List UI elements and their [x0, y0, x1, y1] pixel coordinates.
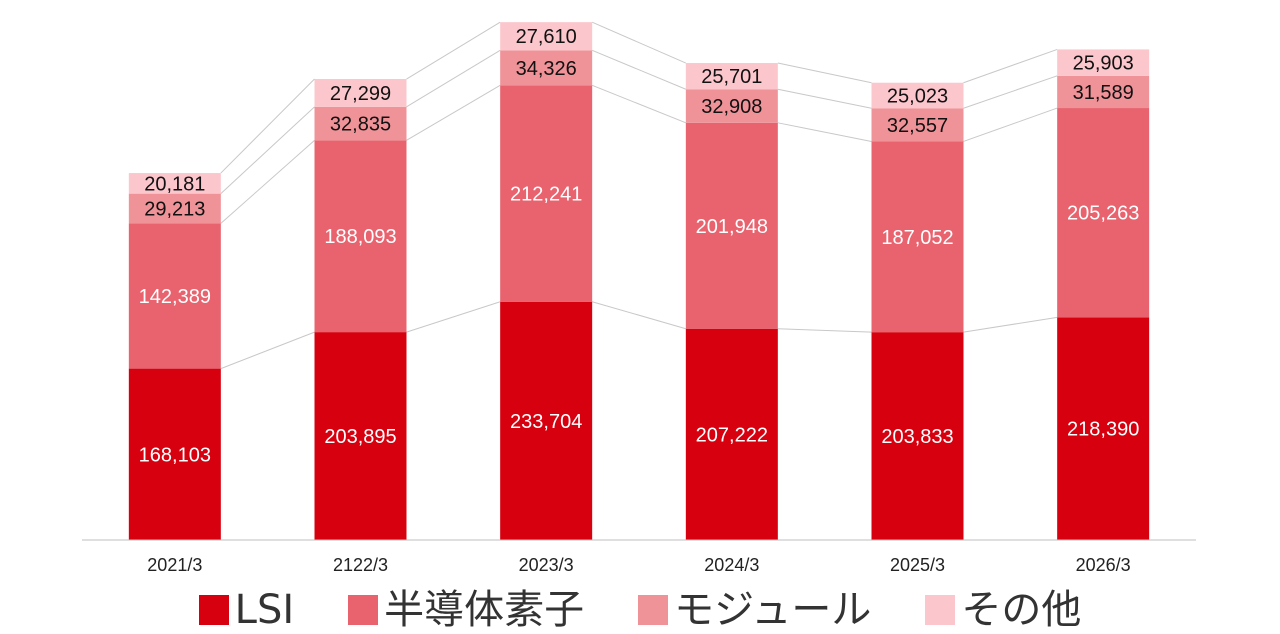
- legend-label-lsi: LSI: [234, 587, 295, 633]
- data-label: 31,589: [1073, 82, 1134, 104]
- bar-segment: [871, 332, 964, 540]
- bar-segment: [1057, 75, 1150, 109]
- connector-line: [406, 84, 501, 141]
- legend-item-semiconductor: 半導体素子: [348, 590, 584, 630]
- data-label: 233,704: [510, 411, 582, 433]
- stacked-bar-chart: 168,103 142,389 29,213 20,181 2021/3 203,895 1…: [82, 21, 1196, 575]
- legend-swatch-other: [925, 595, 956, 625]
- bar-segment: [1057, 49, 1150, 76]
- data-label: 201,948: [696, 216, 768, 238]
- connector-line: [777, 62, 872, 84]
- legend-item-lsi: LSI: [198, 587, 295, 633]
- data-label: 187,052: [881, 227, 953, 249]
- connector-line: [220, 78, 315, 174]
- connector-line: [406, 49, 501, 108]
- legend-label-module: モジュール: [674, 587, 872, 633]
- connector-line: [963, 48, 1058, 84]
- connector-line: [406, 21, 501, 80]
- data-label: 25,701: [701, 66, 762, 88]
- legend: LSI 半導体素子 モジュール その他: [0, 586, 1280, 634]
- legend-item-other: その他: [925, 590, 1081, 630]
- bar-segment: [1057, 317, 1150, 540]
- data-label: 218,390: [1067, 419, 1139, 441]
- connector-line: [591, 84, 687, 124]
- x-tick-label: 2021/3: [147, 555, 202, 575]
- connector-line: [592, 301, 686, 330]
- data-label: 27,299: [330, 83, 391, 105]
- bar-segment: [871, 108, 964, 142]
- connector-line: [591, 21, 687, 64]
- bar-segment: [685, 122, 778, 329]
- bar-segment: [500, 50, 593, 86]
- x-tick-label: 2023/3: [519, 555, 574, 575]
- x-tick-label: 2122/3: [333, 555, 388, 575]
- data-label: 27,610: [516, 26, 577, 48]
- bar-segment: [685, 63, 778, 90]
- legend-label-semiconductor: 半導体素子: [384, 587, 585, 633]
- data-label: 25,023: [887, 85, 948, 107]
- bar-segment: [871, 141, 964, 333]
- bar-segment: [685, 89, 778, 123]
- bar-segment: [128, 193, 221, 224]
- bar-segment: [500, 22, 593, 51]
- bar-segment: [128, 223, 221, 369]
- bar-segment: [1057, 108, 1150, 318]
- connector-line: [220, 331, 315, 370]
- data-label: 142,389: [139, 286, 211, 308]
- data-label: 203,895: [324, 426, 396, 448]
- data-label: 207,222: [696, 424, 768, 446]
- legend-swatch-module: [638, 595, 669, 625]
- connector-line: [777, 88, 872, 109]
- bar-segment: [500, 85, 593, 302]
- legend-swatch-semiconductor: [348, 595, 379, 625]
- connector-line: [220, 106, 315, 195]
- data-label: 168,103: [139, 444, 211, 466]
- bar-segment: [500, 301, 593, 540]
- data-label: 205,263: [1067, 203, 1139, 225]
- data-label: 32,557: [887, 115, 948, 137]
- data-label: 34,326: [516, 58, 577, 80]
- bar-segment: [685, 328, 778, 540]
- data-label: 188,093: [324, 226, 396, 248]
- legend-item-module: モジュール: [638, 590, 871, 630]
- connector-line: [777, 328, 872, 333]
- bar-segment: [314, 332, 407, 540]
- data-label: 29,213: [144, 199, 205, 221]
- connector-line: [406, 301, 501, 333]
- connector-line: [220, 139, 315, 224]
- data-label: 32,835: [330, 114, 391, 136]
- connector-line: [963, 107, 1058, 142]
- data-label: 20,181: [144, 173, 205, 195]
- data-label: 212,241: [510, 184, 582, 206]
- data-label: 32,908: [701, 96, 762, 118]
- connector-line: [591, 49, 687, 90]
- data-label: 25,903: [1073, 53, 1134, 75]
- legend-swatch-lsi: [198, 595, 229, 625]
- connector-line: [963, 75, 1058, 109]
- legend-label-other: その他: [961, 587, 1082, 633]
- bar-segment: [128, 173, 221, 194]
- bar-segment: [128, 368, 221, 540]
- x-tick-label: 2025/3: [890, 555, 945, 575]
- connector-line: [777, 122, 872, 142]
- x-tick-label: 2024/3: [704, 555, 759, 575]
- connector-line: [963, 316, 1058, 333]
- bar-segment: [314, 140, 407, 333]
- data-label: 203,833: [881, 426, 953, 448]
- bar-segment: [871, 82, 964, 109]
- bar-segment: [314, 79, 407, 107]
- bar-segment: [314, 106, 407, 141]
- x-tick-label: 2026/3: [1076, 555, 1131, 575]
